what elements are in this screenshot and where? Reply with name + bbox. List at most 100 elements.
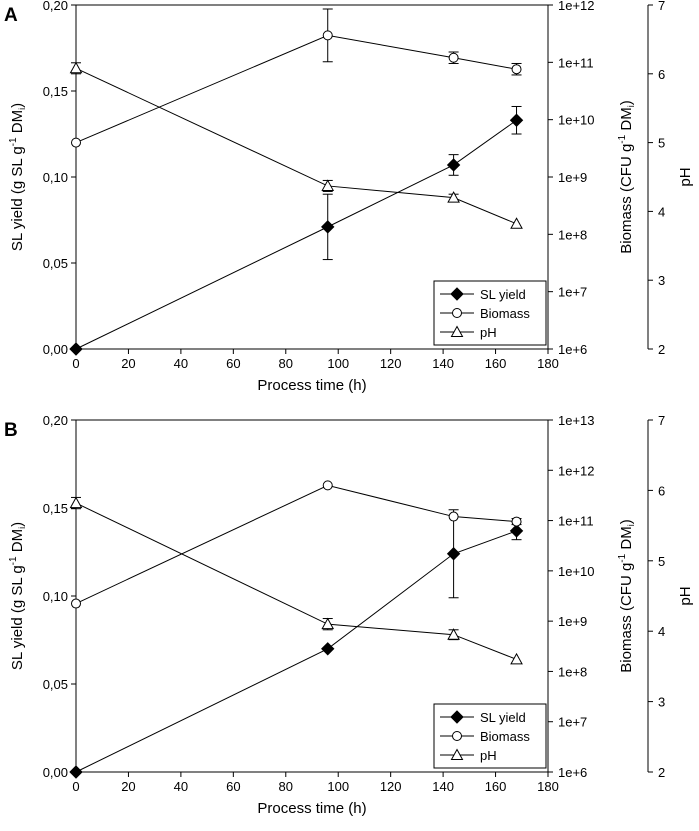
legend-marker-sl-yield <box>450 287 464 301</box>
sl-yield-line <box>75 119 517 350</box>
ph-point <box>69 61 83 74</box>
x-tick-label: 0 <box>72 779 79 794</box>
y-biomass-axis-title: Biomass (CFU g-1 DMi) <box>617 100 636 253</box>
sl-yield-point <box>69 342 83 356</box>
y-biomass-tick-label: 1e+10 <box>558 564 595 579</box>
y-left-tick-label: 0,10 <box>43 589 68 604</box>
panel-b-letter: B <box>4 420 18 441</box>
biomass-line <box>75 484 517 604</box>
x-tick-label: 180 <box>537 356 559 371</box>
ph-point <box>69 496 83 509</box>
biomass-point <box>322 480 333 491</box>
legend-label-biomass: Biomass <box>480 306 530 321</box>
y-biomass-tick-label: 1e+12 <box>558 0 595 13</box>
ph-line <box>75 67 517 225</box>
biomass-point <box>511 64 522 75</box>
legend-label-ph: pH <box>480 325 497 340</box>
x-tick-label: 100 <box>327 356 349 371</box>
y-biomass-tick-label: 1e+9 <box>558 614 587 629</box>
y-ph-tick-label: 6 <box>658 483 665 498</box>
y-left-tick-label: 0,05 <box>43 256 68 271</box>
y-ph-axis-title: pH <box>677 586 694 605</box>
y-left-tick-label: 0,20 <box>43 0 68 13</box>
y-biomass-tick-label: 1e+11 <box>558 55 594 70</box>
y-left-tick-label: 0,00 <box>43 765 68 780</box>
panel-a-letter: A <box>4 5 18 26</box>
y-biomass-tick-label: 1e+10 <box>558 113 595 128</box>
ph-point <box>510 652 523 665</box>
x-tick-label: 80 <box>279 356 293 371</box>
biomass-point <box>71 598 81 609</box>
legend-marker-biomass <box>452 308 462 318</box>
sl-yield-point <box>69 765 83 779</box>
legend: SL yield Biomass pH <box>433 280 547 346</box>
sl-yield-point <box>446 158 461 172</box>
legend-label-sl-yield: SL yield <box>480 710 526 725</box>
x-tick-label: 40 <box>174 356 188 371</box>
x-tick-label: 120 <box>380 356 402 371</box>
biomass-series <box>71 8 522 148</box>
y-ph-tick-label: 2 <box>658 342 665 357</box>
ph-series <box>69 496 523 665</box>
ph-series <box>69 61 523 229</box>
sl-yield-point <box>321 220 335 234</box>
chart-panel-a: 0 20 40 60 80 100 120 140 160 180 Process time (h)… <box>8 0 694 394</box>
y-left-tick-label: 0,20 <box>43 413 68 428</box>
legend-marker-ph <box>450 748 464 760</box>
ph-point <box>447 191 460 203</box>
sl-yield-point <box>321 642 335 656</box>
ph-point <box>321 179 335 191</box>
biomass-line <box>75 34 517 144</box>
x-tick-label: 40 <box>174 779 188 794</box>
y-ph-tick-label: 3 <box>658 695 665 710</box>
x-tick-label: 120 <box>380 779 402 794</box>
y-ph-tick-label: 4 <box>658 624 665 639</box>
sl-yield-line <box>75 530 517 773</box>
x-tick-label: 100 <box>327 779 349 794</box>
y-biomass-tick-label: 1e+6 <box>558 765 587 780</box>
chart-panel-b: 0 20 40 60 80 100 120 140 160 180 Process time (h)… <box>8 413 694 817</box>
ph-point <box>510 217 523 229</box>
x-tick-label: 20 <box>121 356 135 371</box>
legend-label-biomass: Biomass <box>480 729 530 744</box>
y-ph-tick-label: 5 <box>658 136 665 151</box>
x-tick-label: 80 <box>279 779 293 794</box>
y-biomass-tick-label: 1e+9 <box>558 170 587 185</box>
biomass-series <box>71 480 522 609</box>
y-ph-tick-label: 7 <box>658 413 665 428</box>
y-left-axis-title: SL yield (g SL g-1 DMi) <box>8 103 27 251</box>
x-tick-label: 160 <box>485 356 507 371</box>
x-axis-title: Process time (h) <box>257 800 366 817</box>
y-ph-tick-label: 6 <box>658 67 665 82</box>
y-biomass-tick-label: 1e+8 <box>558 664 587 679</box>
y-biomass-tick-label: 1e+12 <box>558 463 595 478</box>
legend-marker-sl-yield <box>450 710 464 724</box>
y-ph-tick-label: 4 <box>658 204 665 219</box>
y-biomass-tick-label: 1e+6 <box>558 342 587 357</box>
ph-point <box>321 617 335 630</box>
y-left-tick-label: 0,15 <box>43 501 68 516</box>
x-tick-label: 140 <box>432 356 454 371</box>
ph-point <box>447 628 460 640</box>
y-biomass-tick-label: 1e+8 <box>558 227 587 242</box>
y-left-tick-label: 0,10 <box>43 170 68 185</box>
legend-marker-biomass <box>452 731 462 741</box>
sl-yield-series <box>69 509 524 779</box>
x-tick-label: 180 <box>537 779 559 794</box>
x-axis-title: Process time (h) <box>257 377 366 394</box>
y-left-tick-label: 0,15 <box>43 84 68 99</box>
sl-yield-point <box>509 113 524 127</box>
y-left-axis-title: SL yield (g SL g-1 DMi) <box>8 522 27 670</box>
biomass-point <box>448 52 459 63</box>
y-left-tick-label: 0,00 <box>43 342 68 357</box>
legend: SL yield Biomass pH <box>433 703 547 769</box>
y-ph-tick-label: 3 <box>658 273 665 288</box>
sl-yield-series <box>69 105 524 356</box>
y-biomass-tick-label: 1e+11 <box>558 514 594 529</box>
y-ph-axis-title: pH <box>677 167 694 186</box>
x-tick-label: 160 <box>485 779 507 794</box>
y-biomass-axis-title: Biomass (CFU g-1 DMi) <box>617 519 636 672</box>
biomass-point <box>322 30 333 41</box>
biomass-point <box>511 516 522 527</box>
